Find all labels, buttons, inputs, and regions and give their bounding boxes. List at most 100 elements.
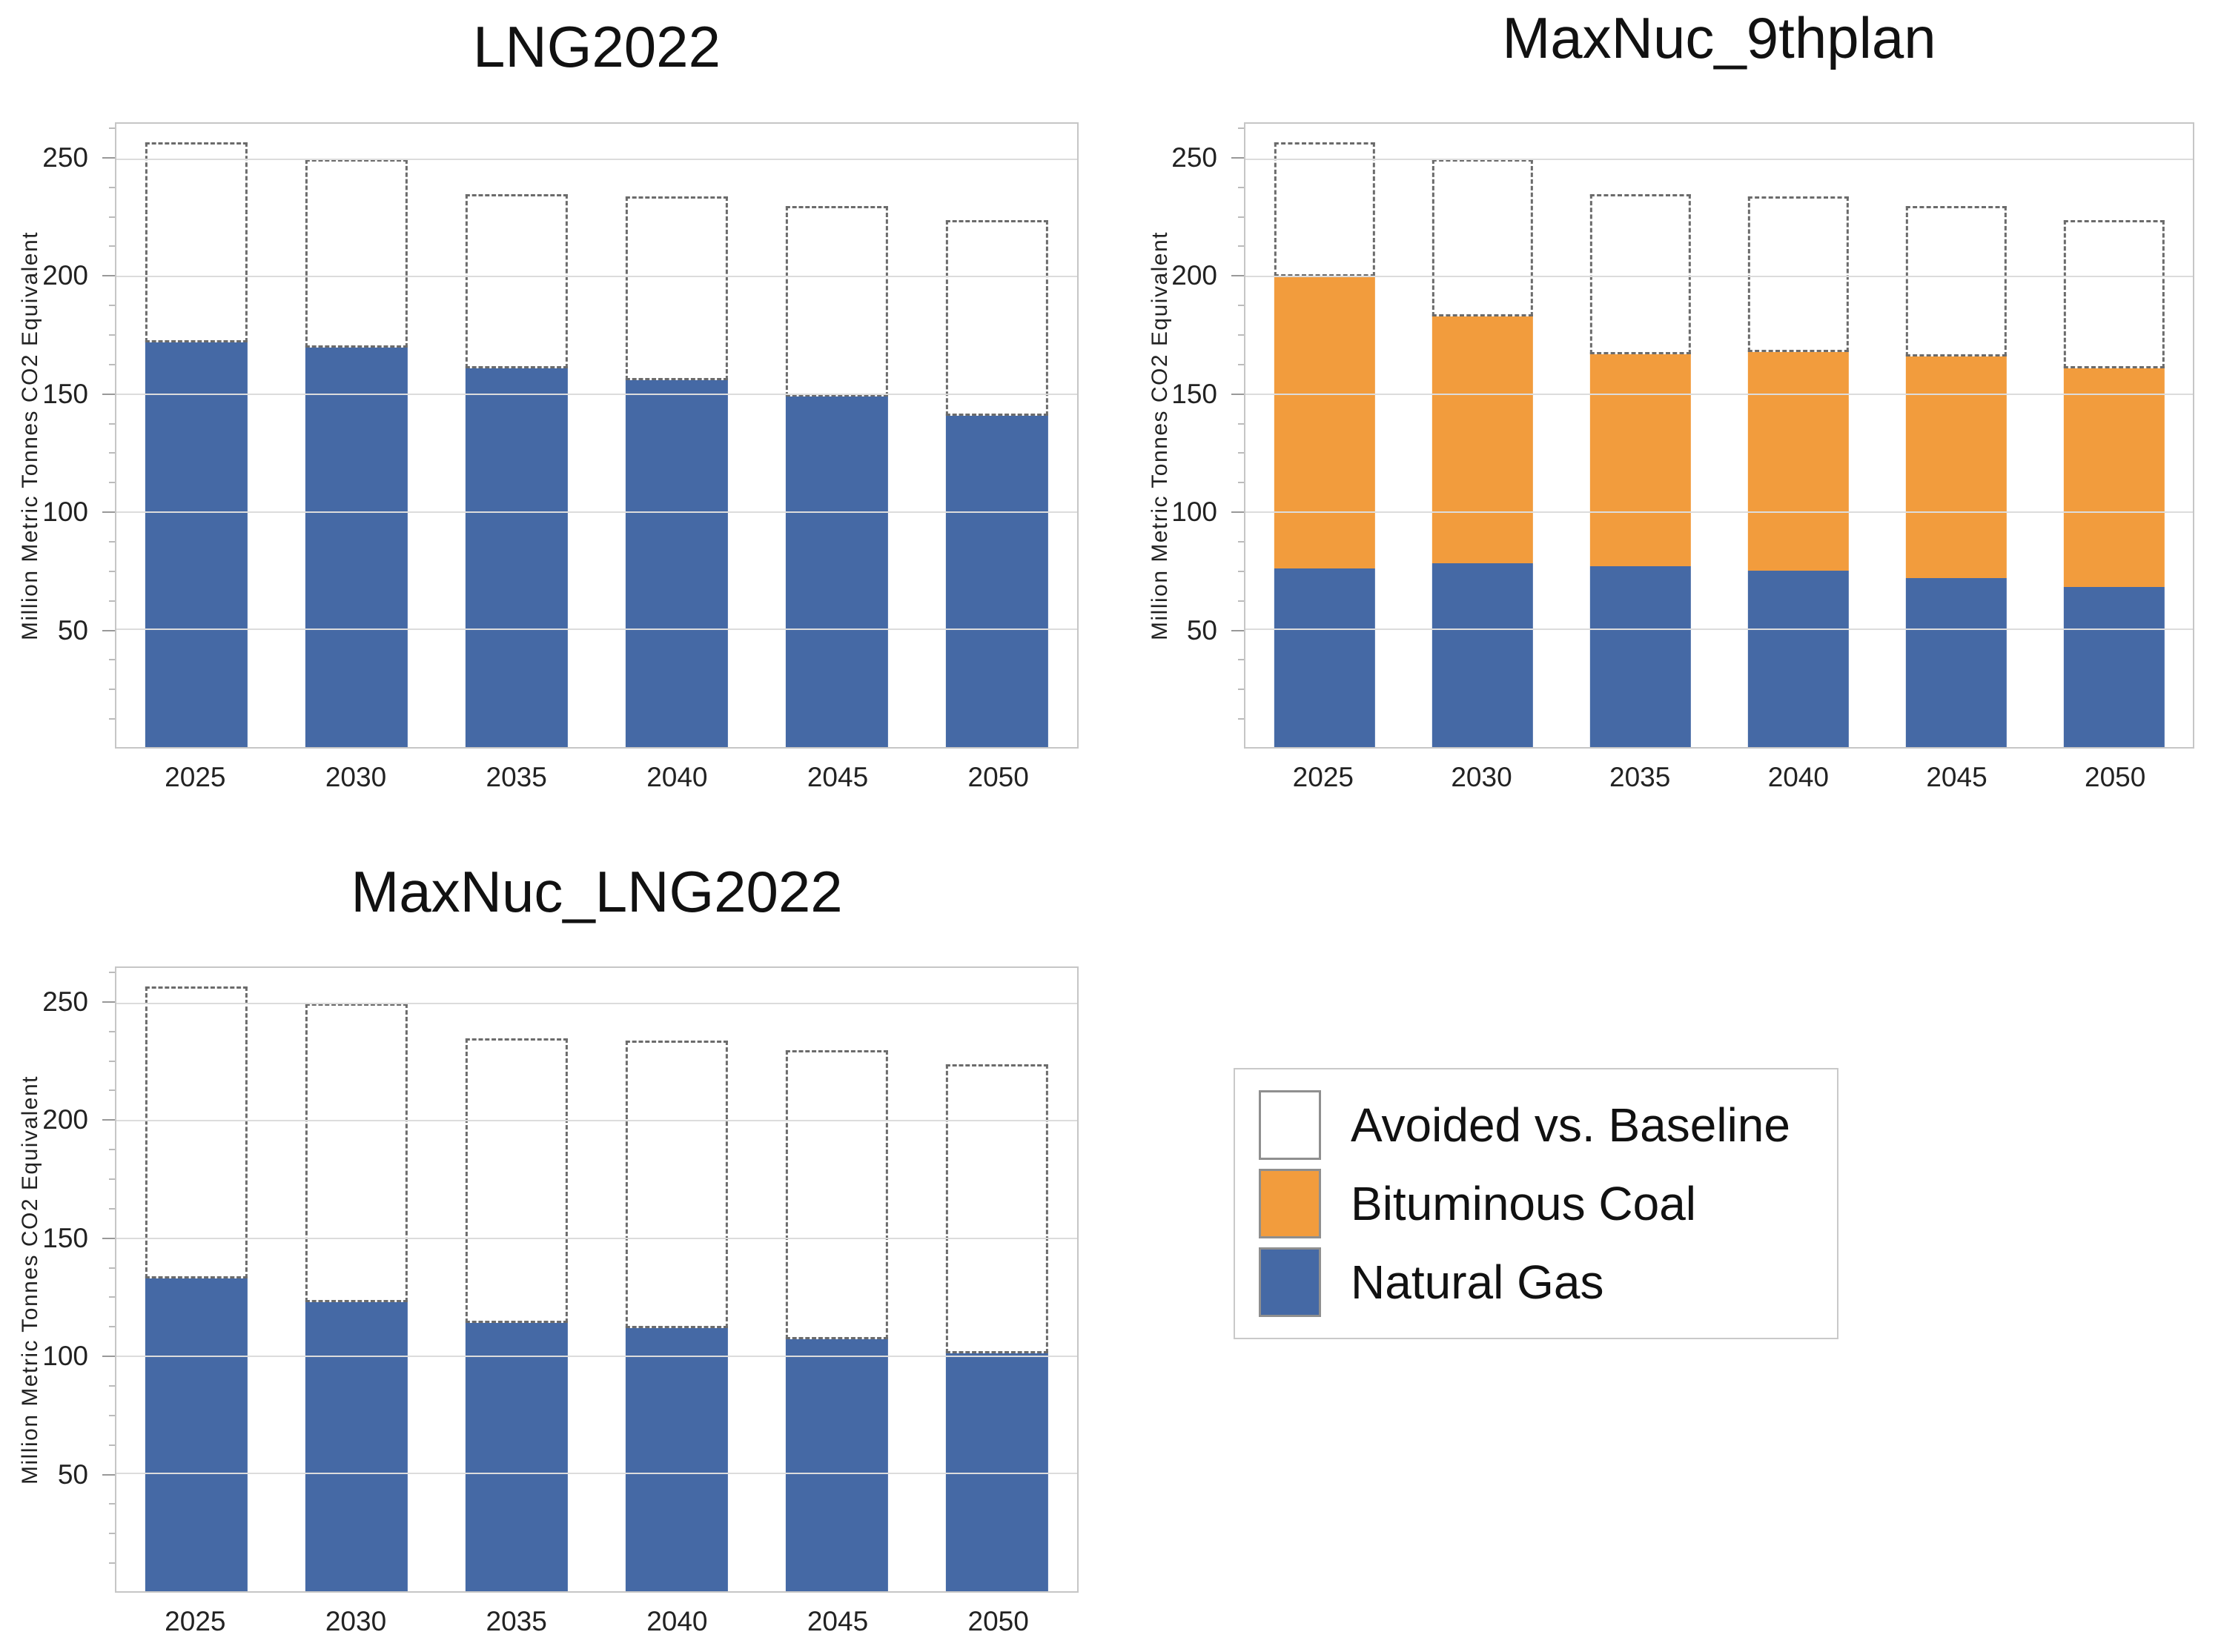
bar-series <box>1245 124 2193 747</box>
panel-legend: Avoided vs. Baseline Bituminous Coal Nat… <box>1110 830 2221 1652</box>
bar-group-2030 <box>305 968 408 1591</box>
y-major-tick <box>102 1119 115 1121</box>
x-axis-label: 2030 <box>325 762 387 792</box>
x-axis-label: 2040 <box>646 1606 708 1636</box>
y-minor-tick <box>1238 482 1244 484</box>
bar-group-2025 <box>145 124 248 747</box>
bar-group-2040 <box>1747 124 1849 747</box>
bar-segment-avoided <box>465 194 569 369</box>
y-tick-label: 50 <box>57 1459 88 1490</box>
y-minor-tick <box>109 1385 115 1387</box>
y-major-tick <box>102 156 115 159</box>
y-minor-tick <box>109 689 115 691</box>
x-axis-label: 2050 <box>2085 762 2146 792</box>
bar-slot <box>757 124 917 747</box>
bar-group-2040 <box>625 968 729 1591</box>
gas-swatch-icon <box>1259 1247 1321 1317</box>
y-tick-label: 250 <box>42 986 88 1017</box>
bar-slot <box>1719 124 1877 747</box>
bar-segment-natural-gas <box>145 1278 248 1591</box>
bar-group-2035 <box>465 124 569 747</box>
y-minor-tick <box>1238 718 1244 720</box>
bar-segment-avoided <box>1905 206 2007 357</box>
y-minor-tick <box>109 1060 115 1062</box>
gridline <box>116 628 1077 631</box>
bar-slot <box>2035 124 2193 747</box>
bar-group-2035 <box>1589 124 1691 747</box>
y-minor-tick <box>1238 186 1244 188</box>
bar-group-2045 <box>785 124 889 747</box>
bar-segment-natural-gas <box>945 415 1049 747</box>
x-axis-labels: 2025 2030 2035 2040 2045 2050 <box>1244 762 2194 793</box>
gridline <box>1245 511 2193 513</box>
bar-segment-natural-gas <box>1589 565 1691 747</box>
y-minor-tick <box>1238 305 1244 307</box>
bar-segment-avoided <box>785 1050 889 1340</box>
bar-group-2050 <box>2063 124 2165 747</box>
legend-label: Natural Gas <box>1351 1255 1604 1309</box>
x-axis-label: 2050 <box>967 762 1029 792</box>
y-tick-label: 200 <box>1171 260 1217 291</box>
legend-item-natural-gas: Natural Gas <box>1259 1247 1813 1317</box>
panel-maxnuc-lng2022: MaxNuc_LNG2022 Million Metric Tonnes CO2… <box>0 830 1110 1652</box>
y-tick-label: 50 <box>1186 614 1217 646</box>
bar-group-2040 <box>625 124 729 747</box>
y-minor-tick <box>1238 334 1244 336</box>
bar-segment-natural-gas <box>1905 577 2007 747</box>
coal-swatch-icon <box>1259 1169 1321 1238</box>
bar-segment-natural-gas <box>305 1301 408 1591</box>
gridline <box>1245 276 2193 278</box>
y-minor-tick <box>109 1562 115 1565</box>
gridline <box>116 393 1077 395</box>
y-major-tick <box>102 511 115 514</box>
legend: Avoided vs. Baseline Bituminous Coal Nat… <box>1234 1068 1838 1339</box>
y-minor-tick <box>1238 216 1244 218</box>
bar-segment-natural-gas <box>1747 570 1849 747</box>
chart-maxnuc-9thplan: MaxNuc_9thplan Million Metric Tonnes CO2… <box>1110 0 2221 830</box>
bar-segment-avoided <box>1431 159 1533 317</box>
bar-segment-avoided <box>1747 196 1849 352</box>
y-minor-tick <box>109 1267 115 1269</box>
plot-area <box>1244 122 2194 749</box>
panel-lng2022: LNG2022 Million Metric Tonnes CO2 Equiva… <box>0 0 1110 830</box>
bar-segment-natural-gas <box>785 397 889 747</box>
bar-slot <box>597 124 757 747</box>
x-axis-label: 2035 <box>1609 762 1671 792</box>
bar-segment-avoided <box>945 1064 1049 1354</box>
y-minor-tick <box>109 570 115 572</box>
bar-segment-avoided <box>785 206 889 397</box>
y-minor-tick <box>109 541 115 543</box>
gridline <box>116 1355 1077 1357</box>
y-minor-tick <box>109 1503 115 1505</box>
bar-segment-natural-gas <box>465 368 569 747</box>
gridline <box>116 511 1077 513</box>
y-minor-tick <box>1238 127 1244 129</box>
y-minor-tick <box>109 1444 115 1446</box>
chart-maxnuc-lng2022: MaxNuc_LNG2022 Million Metric Tonnes CO2… <box>0 830 1110 1652</box>
y-minor-tick <box>1238 689 1244 691</box>
y-minor-tick <box>109 452 115 454</box>
legend-item-bituminous-coal: Bituminous Coal <box>1259 1169 1813 1238</box>
x-axis-label: 2040 <box>1767 762 1829 792</box>
bar-segment-avoided <box>625 1041 729 1328</box>
bar-slot <box>277 968 437 1591</box>
avoided-swatch-icon <box>1259 1090 1321 1160</box>
x-axis-label: 2040 <box>646 762 708 792</box>
y-axis-ticks: 50 100 150 200 250 <box>0 966 115 1593</box>
y-minor-tick <box>1238 422 1244 425</box>
bar-segment-avoided <box>305 1003 408 1302</box>
x-axis-label: 2025 <box>165 1606 226 1636</box>
bar-segment-natural-gas <box>1431 563 1533 747</box>
y-minor-tick <box>1238 245 1244 248</box>
y-minor-tick <box>109 1207 115 1210</box>
bar-segment-avoided <box>465 1038 569 1324</box>
x-axis-labels: 2025 2030 2035 2040 2045 2050 <box>115 1606 1079 1637</box>
y-minor-tick <box>109 1149 115 1151</box>
bar-segment-natural-gas <box>625 1327 729 1591</box>
bar-group-2030 <box>1431 124 1533 747</box>
y-minor-tick <box>109 1178 115 1180</box>
y-minor-tick <box>1238 600 1244 602</box>
chart-title: LNG2022 <box>473 14 721 79</box>
y-minor-tick <box>109 1533 115 1535</box>
